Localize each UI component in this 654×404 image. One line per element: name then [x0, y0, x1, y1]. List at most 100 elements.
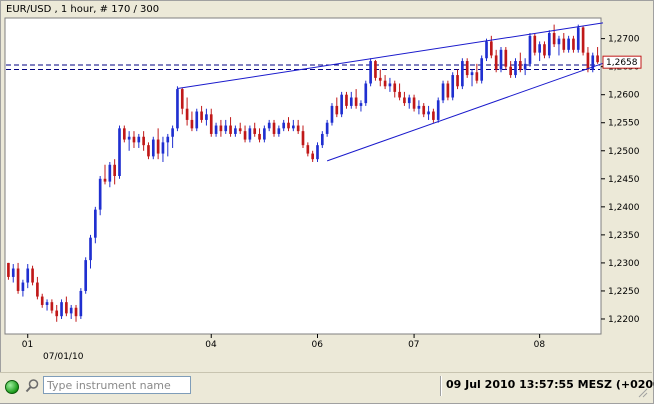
- x-tick-label: 01: [22, 340, 33, 350]
- trendline[interactable]: [326, 62, 604, 162]
- connection-status-icon: [5, 380, 19, 394]
- candle-body: [528, 35, 532, 64]
- x-tick-label: 06: [311, 340, 323, 350]
- search-icon[interactable]: [24, 378, 40, 394]
- y-tick-label: 1,2550: [608, 119, 640, 129]
- candle-body: [576, 27, 580, 50]
- candle-body: [388, 83, 392, 87]
- server-clock: 09 Jul 2010 13:57:55 MESZ (+0200): [446, 378, 654, 391]
- candle-body: [282, 122, 286, 129]
- candle-body: [166, 136, 170, 143]
- candle-body: [190, 119, 194, 129]
- candle-body: [229, 125, 232, 134]
- candle-body: [263, 128, 266, 140]
- candle-body: [383, 80, 387, 87]
- y-tick-label: 1,2250: [608, 287, 640, 297]
- status-divider: [440, 376, 442, 396]
- candle-body: [456, 75, 459, 87]
- candle-body: [591, 55, 595, 70]
- candle-body: [586, 52, 590, 70]
- trendline[interactable]: [177, 22, 604, 90]
- candle-body: [427, 111, 430, 115]
- candle-body: [581, 27, 585, 53]
- price-chart[interactable]: EUR/USD , 1 hour, # 170 / 300 1,2700 1,26…: [0, 0, 654, 372]
- candle-body: [393, 83, 397, 92]
- candle-body: [403, 97, 406, 104]
- candle-body: [113, 164, 116, 176]
- candle-body: [441, 83, 445, 101]
- candle-body: [354, 97, 358, 106]
- candle-body: [596, 55, 599, 63]
- candle-body: [36, 282, 39, 297]
- candle-body: [567, 38, 570, 50]
- candle-body: [248, 128, 252, 140]
- candle-body: [31, 268, 34, 283]
- candle-body: [407, 97, 411, 104]
- candle-body: [349, 97, 353, 106]
- candle-body: [65, 302, 68, 314]
- candle-body: [514, 61, 517, 76]
- candle-body: [572, 38, 575, 50]
- candle-body: [320, 133, 324, 146]
- candle-body: [127, 136, 131, 140]
- candle-body: [412, 97, 416, 109]
- candle-body: [480, 58, 484, 81]
- candle-body: [137, 136, 141, 143]
- candle-body: [16, 268, 20, 291]
- candle-body: [224, 125, 228, 132]
- plot-area[interactable]: [4, 17, 602, 335]
- candle-body: [258, 133, 261, 140]
- y-tick-label: 1,2350: [608, 231, 640, 241]
- candle-body: [398, 91, 401, 98]
- candle-body: [518, 61, 522, 70]
- candle-body: [509, 66, 512, 76]
- candle-body: [538, 44, 541, 53]
- instrument-search-input[interactable]: [43, 376, 191, 394]
- candle-body: [422, 105, 426, 115]
- candle-body: [11, 268, 15, 277]
- x-tick-label: 04: [205, 340, 217, 350]
- current-price-label: 1,2658: [606, 58, 638, 68]
- candle-body: [465, 61, 469, 76]
- current-price-box: [602, 55, 642, 69]
- candle-body: [171, 128, 174, 137]
- candle-body: [325, 122, 329, 134]
- candle-body: [253, 128, 257, 134]
- candle-body: [243, 131, 247, 140]
- candle-body: [311, 153, 314, 160]
- candle-body: [345, 94, 348, 106]
- candle-body: [316, 145, 319, 160]
- candle-body: [238, 128, 242, 132]
- candle-body: [374, 61, 377, 78]
- candle-body: [79, 290, 83, 317]
- candle-body: [219, 125, 223, 132]
- y-tick-label: 1,2600: [608, 91, 640, 101]
- candle-body: [451, 75, 455, 98]
- y-tick-label: 1,2500: [608, 147, 640, 157]
- candle-body: [108, 164, 112, 182]
- candle-body: [40, 296, 44, 305]
- candle-body: [94, 209, 97, 238]
- candle-body: [185, 108, 189, 120]
- candle-body: [287, 122, 290, 129]
- candle-body: [118, 128, 121, 176]
- candle-body: [330, 105, 334, 123]
- candle-body: [277, 128, 281, 134]
- candle-body: [364, 83, 368, 104]
- candle-body: [292, 125, 295, 129]
- candle-body: [195, 111, 199, 129]
- candle-body: [21, 282, 25, 291]
- candle-body: [200, 111, 203, 120]
- candle-body: [446, 83, 450, 98]
- candle-body: [533, 35, 537, 53]
- candle-body: [494, 55, 498, 70]
- candle-body: [26, 268, 30, 283]
- candle-body: [523, 63, 527, 70]
- resize-grip-icon[interactable]: [636, 386, 648, 398]
- y-tick-label: 1,2200: [608, 315, 640, 325]
- candle-body: [267, 122, 271, 129]
- x-date-label: 07/01/10: [43, 352, 84, 362]
- candle-body: [45, 302, 49, 305]
- candle-body: [475, 72, 479, 81]
- candle-body: [296, 125, 300, 132]
